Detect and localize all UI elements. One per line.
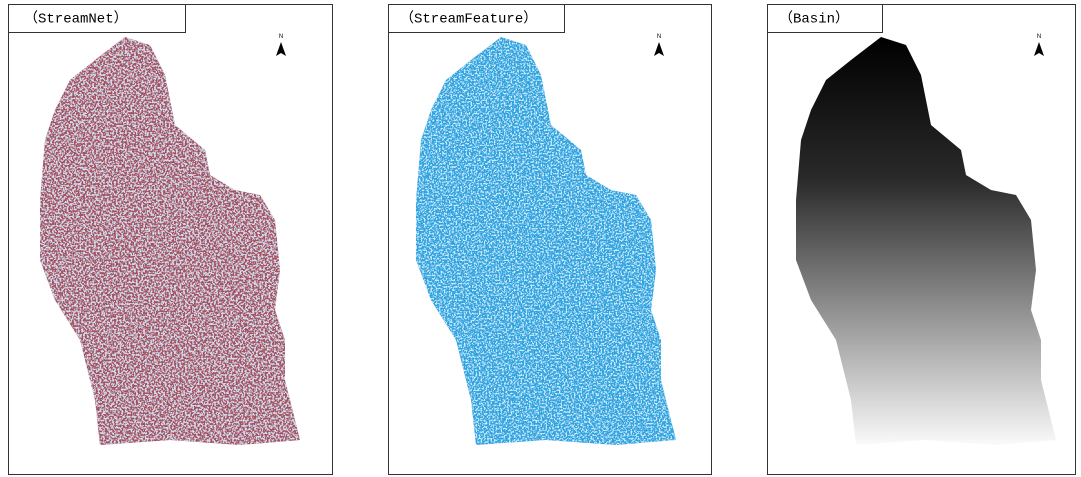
- north-label: N: [279, 34, 283, 40]
- panel-streamnet: （StreamNet） N: [9, 5, 333, 475]
- panel-title: （Basin）: [779, 11, 849, 28]
- panel-title: （StreamNet）: [24, 11, 128, 28]
- panel-title: （StreamFeature）: [400, 11, 537, 28]
- figure: （StreamNet） N （StreamFeature） N （Basin） …: [0, 0, 1081, 477]
- panel-streamfeature: （StreamFeature） N: [389, 5, 712, 475]
- panel-basin: （Basin） N: [768, 5, 1076, 475]
- north-label: N: [657, 34, 661, 40]
- north-label: N: [1037, 34, 1041, 40]
